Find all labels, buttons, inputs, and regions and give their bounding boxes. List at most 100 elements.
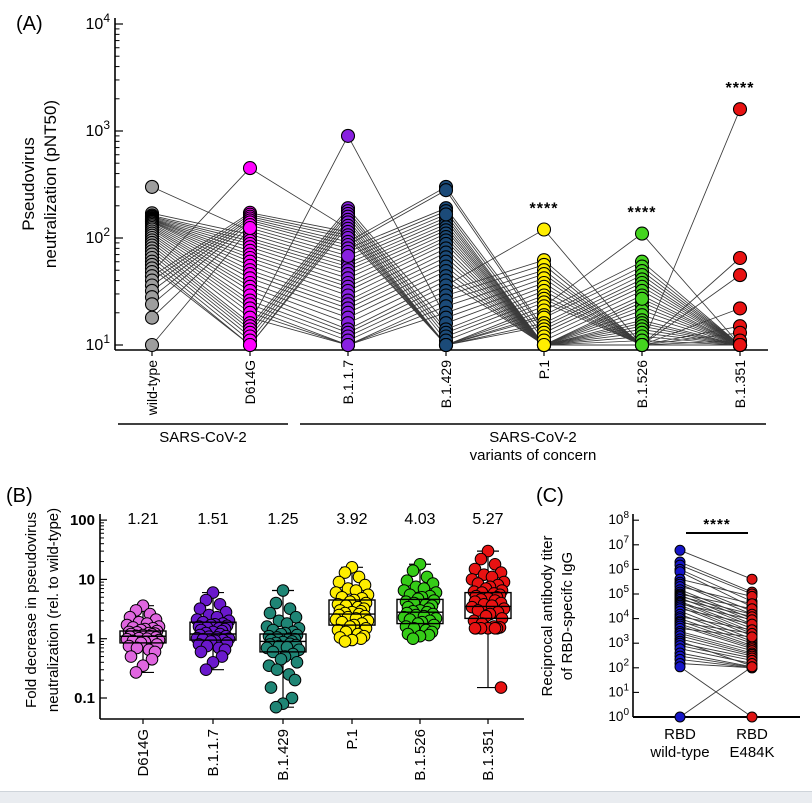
- pair-line: [679, 655, 753, 668]
- data-point: [242, 337, 258, 353]
- panel-a: (A) Pseudovirus neutralization (pNT50) 1…: [16, 11, 768, 464]
- data-point: [634, 291, 650, 306]
- y-tick-label: 1: [87, 631, 95, 648]
- pair-line: [679, 602, 753, 632]
- pair-line: [679, 666, 753, 718]
- data-point: [732, 268, 748, 283]
- data-point: [732, 250, 748, 266]
- data-point: [130, 641, 144, 655]
- x-tick-label: B.1.1.7: [205, 729, 222, 777]
- y-tick-label: 107: [608, 535, 629, 552]
- data-point: [634, 337, 650, 353]
- panel-c-letter: (C): [536, 485, 564, 507]
- data-point: [732, 301, 748, 316]
- pair-line: [679, 652, 753, 668]
- panel-a-letter: (A): [16, 13, 43, 35]
- data-point: [406, 564, 420, 578]
- pair-line: [679, 603, 753, 621]
- pair-line: [679, 594, 753, 625]
- x-tick-label: P.1: [536, 360, 552, 379]
- y-tick-label: 105: [608, 584, 629, 601]
- data-point: [438, 207, 454, 222]
- panel-a-ylabel-line2: neutralization (pNT50): [41, 100, 60, 268]
- data-point: [438, 337, 454, 353]
- pair-line: [679, 638, 753, 657]
- data-point: [242, 161, 258, 176]
- mean-value-label: 4.03: [404, 511, 435, 528]
- panel-c-plot: 100101102103104105106107108****RBDwild-t…: [608, 510, 800, 761]
- data-point: [732, 102, 748, 117]
- pair-line: [679, 648, 753, 664]
- x-tick-label: B.1.526: [634, 360, 650, 408]
- pair-line: [679, 663, 753, 669]
- box: [464, 591, 512, 620]
- panel-a-plot: 101 102 103 104 wild-type D614G B.1.1.7 B.1.429…: [86, 11, 768, 416]
- panel-b-plot: 100 10 1 0.1 D614G 1.21 B.1.1.7 1.51 B.1.429 1.25…: [70, 511, 524, 781]
- significance-stars: ****: [628, 205, 657, 222]
- group-label-variants-line1: SARS-CoV-2: [489, 429, 577, 446]
- mean-value-label: 1.21: [127, 511, 158, 528]
- pair-line: [679, 549, 753, 580]
- x-category-label-line1: RBD: [736, 726, 768, 743]
- pair-line: [679, 618, 753, 644]
- data-point: [129, 666, 143, 679]
- significance-stars: ****: [530, 201, 559, 218]
- y-tick-label: 103: [86, 118, 111, 140]
- data-point: [674, 661, 686, 673]
- data-point: [199, 663, 213, 677]
- group-label-variants-line2: variants of concern: [470, 447, 597, 464]
- data-point: [194, 645, 208, 659]
- data-point: [288, 673, 302, 687]
- pair-line: [679, 627, 753, 638]
- pair-line: [679, 600, 753, 629]
- data-point: [406, 632, 420, 646]
- data-point: [283, 602, 297, 616]
- group-label-sars-cov-2: SARS-CoV-2: [159, 429, 247, 446]
- x-category-label-line2: E484K: [729, 744, 774, 761]
- y-tick-label: 100: [70, 512, 95, 529]
- y-tick-label: 106: [608, 559, 629, 576]
- y-tick-label: 10: [78, 571, 95, 588]
- x-tick-label: D614G: [135, 729, 152, 777]
- significance-stars: ****: [703, 516, 730, 533]
- data-point: [746, 631, 758, 643]
- panel-b: (B) Fold decrease in pseudovirus neutral…: [6, 485, 524, 781]
- panel-b-ylabel-line1: Fold decrease in pseudovirus: [23, 512, 40, 708]
- data-point: [481, 544, 495, 558]
- data-point: [494, 681, 508, 694]
- y-tick-label: 101: [86, 332, 111, 354]
- x-tick-label: B.1.526: [412, 729, 429, 781]
- pair-line: [679, 564, 753, 595]
- data-point: [270, 663, 284, 677]
- data-point: [474, 552, 488, 566]
- pair-line: [679, 623, 753, 648]
- x-category-label-line1: RBD: [664, 726, 696, 743]
- data-point: [674, 544, 686, 556]
- data-point: [746, 711, 758, 723]
- panel-c: (C) Reciprocal antibody titer of RBD-spe…: [536, 485, 800, 761]
- pair-line: [679, 561, 753, 593]
- panel-c-ylabel-line2: of RBD-specifc IgG: [559, 552, 576, 680]
- pair-line: [679, 595, 753, 615]
- pair-line: [679, 608, 753, 625]
- panel-a-ylabel-line1: Pseudovirus: [19, 137, 38, 231]
- box: [119, 630, 167, 644]
- x-tick-label: B.1.429: [438, 360, 454, 408]
- data-point: [340, 337, 356, 353]
- data-point: [199, 593, 213, 607]
- pair-line: [679, 621, 753, 634]
- x-category-label-line2: wild-type: [649, 744, 709, 761]
- box: [189, 621, 237, 641]
- data-point: [242, 220, 258, 236]
- data-point: [215, 650, 229, 663]
- x-tick-label: B.1.429: [275, 729, 292, 781]
- y-tick-label: 108: [608, 510, 629, 527]
- pair-line: [679, 593, 753, 610]
- data-point: [145, 653, 159, 666]
- data-point: [746, 661, 758, 673]
- panel-c-ylabel-line1: Reciprocal antibody titer: [539, 536, 556, 697]
- data-point: [264, 681, 278, 694]
- pair-line: [679, 642, 753, 659]
- y-tick-label: 103: [608, 633, 629, 650]
- data-point: [269, 700, 283, 714]
